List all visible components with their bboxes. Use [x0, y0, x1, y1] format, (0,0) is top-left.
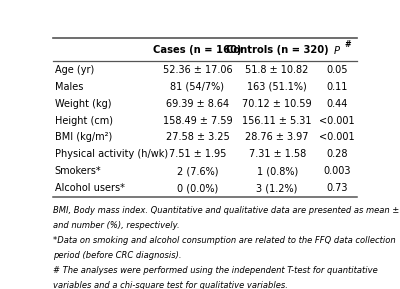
Text: variables and a chi-square test for qualitative variables.: variables and a chi-square test for qual…: [53, 281, 288, 289]
Text: <0.001: <0.001: [319, 132, 355, 142]
Text: $\it{P}$: $\it{P}$: [333, 44, 341, 56]
Text: Cases (n = 160): Cases (n = 160): [153, 45, 242, 55]
Text: and number (%), respectively.: and number (%), respectively.: [53, 221, 180, 230]
Text: 0.44: 0.44: [326, 99, 348, 109]
Text: 7.31 ± 1.58: 7.31 ± 1.58: [248, 149, 306, 160]
Text: 52.36 ± 17.06: 52.36 ± 17.06: [162, 65, 232, 75]
Text: 27.58 ± 3.25: 27.58 ± 3.25: [166, 132, 229, 142]
Text: BMI (kg/m²): BMI (kg/m²): [55, 132, 112, 142]
Text: 51.8 ± 10.82: 51.8 ± 10.82: [246, 65, 309, 75]
Text: 0.003: 0.003: [324, 166, 351, 176]
Text: 7.51 ± 1.95: 7.51 ± 1.95: [169, 149, 226, 160]
Text: *Data on smoking and alcohol consumption are related to the FFQ data collection: *Data on smoking and alcohol consumption…: [53, 236, 396, 245]
Text: 158.49 ± 7.59: 158.49 ± 7.59: [162, 116, 232, 126]
Text: BMI, Body mass index. Quantitative and qualitative data are presented as mean ± : BMI, Body mass index. Quantitative and q…: [53, 205, 400, 215]
Text: Controls (n = 320): Controls (n = 320): [226, 45, 328, 55]
Text: 69.39 ± 8.64: 69.39 ± 8.64: [166, 99, 229, 109]
Text: Physical activity (h/wk): Physical activity (h/wk): [55, 149, 168, 160]
Text: 163 (51.1%): 163 (51.1%): [247, 82, 307, 92]
Text: Males: Males: [55, 82, 83, 92]
Text: 0 (0.0%): 0 (0.0%): [177, 183, 218, 193]
Text: 3 (1.2%): 3 (1.2%): [256, 183, 298, 193]
Text: 81 (54/7%): 81 (54/7%): [170, 82, 224, 92]
Text: 0.05: 0.05: [326, 65, 348, 75]
Text: Height (cm): Height (cm): [55, 116, 113, 126]
Text: Alcohol users*: Alcohol users*: [55, 183, 124, 193]
Text: period (before CRC diagnosis).: period (before CRC diagnosis).: [53, 251, 182, 260]
Text: #: #: [344, 40, 350, 49]
Text: Weight (kg): Weight (kg): [55, 99, 111, 109]
Text: 28.76 ± 3.97: 28.76 ± 3.97: [246, 132, 309, 142]
Text: 1 (0.8%): 1 (0.8%): [256, 166, 298, 176]
Text: Smokers*: Smokers*: [55, 166, 101, 176]
Text: 2 (7.6%): 2 (7.6%): [177, 166, 218, 176]
Text: 70.12 ± 10.59: 70.12 ± 10.59: [242, 99, 312, 109]
Text: 0.11: 0.11: [326, 82, 348, 92]
Text: Age (yr): Age (yr): [55, 65, 94, 75]
Text: # The analyses were performed using the independent T-test for quantitative: # The analyses were performed using the …: [53, 266, 378, 275]
Text: <0.001: <0.001: [319, 116, 355, 126]
Text: 0.73: 0.73: [326, 183, 348, 193]
Text: 0.28: 0.28: [326, 149, 348, 160]
Text: 156.11 ± 5.31: 156.11 ± 5.31: [242, 116, 312, 126]
